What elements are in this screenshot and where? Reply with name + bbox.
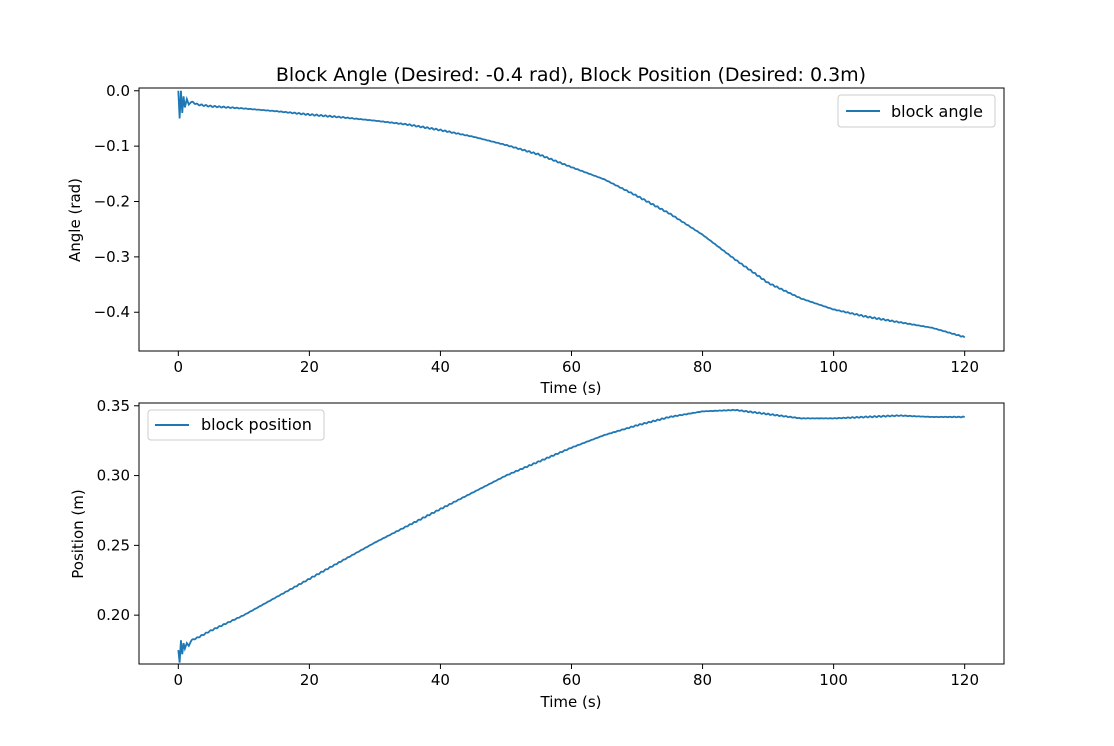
position-legend-box [147, 409, 325, 441]
position-y-tick-label: 0.20 [97, 606, 130, 624]
angle-y-tick-label: −0.3 [94, 248, 130, 266]
angle-y-ticks: 0.0 −0.1 −0.2 −0.3 −0.4 [94, 82, 139, 321]
angle-x-axis-label: Time (s) [540, 379, 602, 397]
position-subplot: 0 20 40 60 80 100 120 0.20 0.25 0.30 0.35 Time (s… [69, 397, 1005, 711]
position-x-tick-label: 120 [950, 671, 979, 689]
angle-x-tick-label: 80 [693, 358, 712, 376]
position-y-axis-label: Position (m) [69, 489, 87, 579]
position-x-tick-label: 60 [562, 671, 581, 689]
position-x-tick-label: 20 [300, 671, 319, 689]
angle-y-tick-label: −0.4 [94, 303, 130, 321]
angle-y-tick-label: −0.2 [94, 193, 130, 211]
angle-legend: block angle [837, 94, 996, 128]
angle-x-tick-label: 60 [562, 358, 581, 376]
angle-y-tick-label: 0.0 [106, 82, 130, 100]
angle-x-tick-label: 20 [300, 358, 319, 376]
position-x-tick-label: 100 [819, 671, 848, 689]
position-y-tick-label: 0.35 [97, 397, 130, 415]
angle-x-tick-label: 120 [950, 358, 979, 376]
angle-x-ticks: 0 20 40 60 80 100 120 [174, 351, 979, 376]
angle-x-tick-label: 40 [431, 358, 450, 376]
angle-legend-box [837, 94, 996, 128]
angle-y-axis-label: Angle (rad) [66, 178, 84, 262]
angle-subplot: 0 20 40 60 80 100 120 0.0 −0.1 −0.2 −0.3 −0.4 Time… [66, 82, 1005, 397]
position-legend: block position [147, 409, 325, 441]
angle-x-tick-label: 0 [174, 358, 184, 376]
angle-y-tick-label: −0.1 [94, 137, 130, 155]
position-y-ticks: 0.20 0.25 0.30 0.35 [97, 397, 139, 624]
position-y-tick-label: 0.25 [97, 536, 130, 554]
position-y-tick-label: 0.30 [97, 467, 130, 485]
position-series-line [177, 408, 966, 663]
angle-series-line [177, 90, 966, 339]
figure-title: Block Angle (Desired: -0.4 rad), Block P… [276, 64, 866, 86]
angle-legend-label: block angle [891, 102, 983, 121]
position-x-tick-label: 40 [431, 671, 450, 689]
position-x-ticks: 0 20 40 60 80 100 120 [174, 664, 979, 689]
position-x-tick-label: 0 [174, 671, 184, 689]
angle-x-tick-label: 100 [819, 358, 848, 376]
position-legend-label: block position [201, 415, 312, 434]
position-x-axis-label: Time (s) [540, 693, 602, 711]
position-x-tick-label: 80 [693, 671, 712, 689]
